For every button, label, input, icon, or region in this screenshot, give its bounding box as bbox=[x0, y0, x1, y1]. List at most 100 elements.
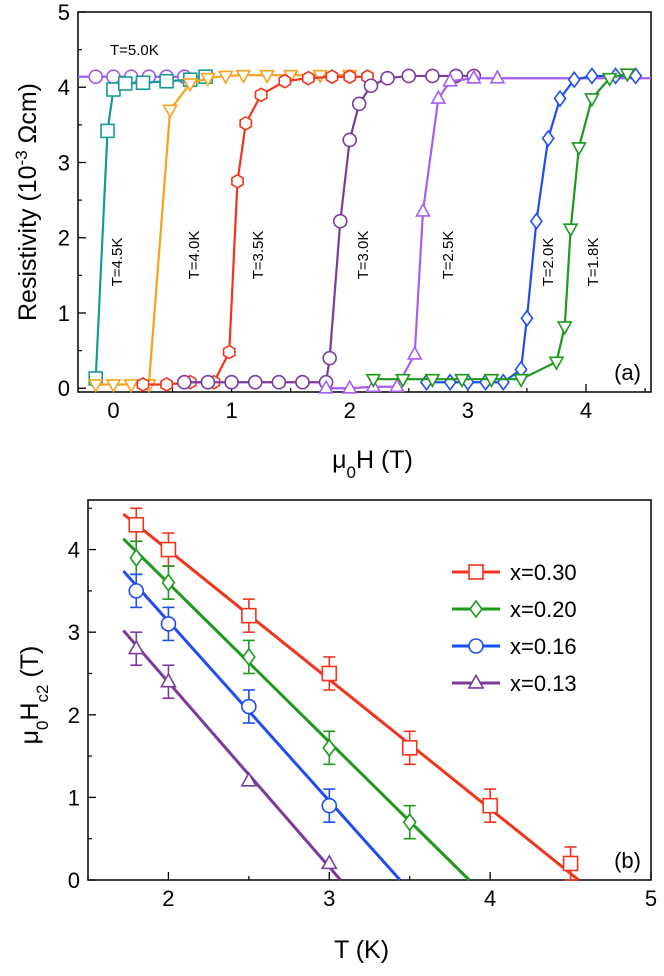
x-tick-label: 5 bbox=[645, 886, 657, 911]
series-line bbox=[184, 74, 474, 384]
series-T=1.8K bbox=[365, 68, 636, 389]
data-point bbox=[401, 740, 418, 756]
data-point bbox=[553, 89, 567, 108]
data-point bbox=[239, 115, 253, 131]
data-point bbox=[389, 377, 405, 393]
series-T=4.5K bbox=[88, 69, 213, 386]
y-axis-label-sub2: c2 bbox=[33, 684, 52, 702]
data-point bbox=[160, 616, 177, 632]
data-point bbox=[128, 583, 145, 599]
data-point bbox=[217, 70, 234, 85]
series-line bbox=[95, 74, 350, 386]
series-line bbox=[426, 74, 636, 384]
y-tick-label: 0 bbox=[68, 868, 80, 893]
x-axis-label-rest: H (T) bbox=[356, 446, 413, 474]
data-point bbox=[601, 72, 618, 88]
curve-label: T=5.0K bbox=[110, 42, 159, 59]
data-point bbox=[222, 344, 236, 360]
x-tick-label: 3 bbox=[323, 886, 335, 911]
y-axis-label-main: μ bbox=[16, 730, 44, 744]
data-point bbox=[135, 75, 151, 91]
data-point bbox=[406, 345, 423, 360]
data-point bbox=[567, 70, 581, 89]
data-point bbox=[425, 68, 440, 84]
data-point bbox=[380, 70, 395, 86]
data-point bbox=[619, 68, 636, 83]
data-point bbox=[465, 69, 482, 84]
data-point bbox=[483, 373, 500, 389]
y-axis-label-rest: (T) bbox=[16, 646, 44, 685]
curve-label: T=1.8K bbox=[585, 238, 602, 287]
series-x=0.13 bbox=[122, 629, 342, 881]
x-tick-label: 3 bbox=[462, 398, 474, 423]
x-tick-label: 1 bbox=[225, 398, 237, 423]
data-point bbox=[401, 68, 417, 84]
data-point bbox=[162, 104, 179, 119]
y-axis-label-post: Ωcm) bbox=[14, 83, 42, 150]
data-point bbox=[363, 78, 379, 94]
y-tick-label: 3 bbox=[68, 620, 80, 645]
x-tick-label: 2 bbox=[344, 398, 356, 423]
x-axis-label-sub: 0 bbox=[347, 463, 356, 482]
fit-line bbox=[122, 512, 580, 882]
data-point bbox=[322, 738, 337, 758]
data-point bbox=[341, 379, 358, 394]
data-point bbox=[295, 374, 310, 390]
legend-swatch-marker bbox=[467, 673, 485, 689]
data-point bbox=[160, 541, 177, 558]
y-tick-label: 1 bbox=[68, 785, 80, 810]
data-point bbox=[454, 373, 470, 389]
data-point bbox=[182, 78, 199, 93]
data-point bbox=[402, 812, 417, 832]
legend-label: x=0.20 bbox=[510, 597, 577, 622]
curve-label: T=4.0K bbox=[186, 231, 203, 280]
y-axis-label-sup: -3 bbox=[12, 150, 31, 165]
data-point bbox=[424, 373, 441, 389]
fit-line bbox=[122, 629, 342, 881]
data-point bbox=[332, 213, 348, 229]
y-axis-label: Resistivity (10-3 Ωcm) bbox=[12, 83, 43, 321]
x-axis-label: T (K) bbox=[334, 936, 389, 964]
data-point bbox=[482, 797, 498, 814]
data-point bbox=[325, 69, 339, 85]
plot-frame bbox=[87, 499, 652, 881]
data-point bbox=[136, 377, 150, 392]
y-axis-label-pre: Resistivity (10 bbox=[14, 165, 42, 321]
data-point bbox=[117, 76, 133, 91]
y-tick-label: 3 bbox=[58, 150, 70, 175]
data-point bbox=[443, 373, 457, 392]
x-tick-label: 4 bbox=[484, 886, 496, 911]
data-point bbox=[395, 373, 411, 389]
data-point bbox=[241, 607, 257, 624]
curve-label: T=3.0K bbox=[355, 231, 372, 280]
data-point bbox=[87, 379, 104, 394]
data-point bbox=[562, 223, 579, 238]
data-point bbox=[496, 373, 510, 392]
data-point bbox=[100, 123, 115, 139]
data-point bbox=[321, 665, 338, 682]
legend-label: x=0.30 bbox=[510, 560, 577, 585]
x-tick-label: 4 bbox=[580, 398, 592, 423]
data-point bbox=[271, 374, 287, 390]
legend-label: x=0.13 bbox=[510, 671, 577, 696]
series-x=0.16 bbox=[122, 570, 402, 882]
legend-label: x=0.16 bbox=[510, 634, 577, 659]
data-point bbox=[489, 69, 506, 84]
series-T=2.0K bbox=[420, 67, 643, 392]
data-point bbox=[160, 672, 177, 688]
data-point bbox=[430, 89, 447, 104]
series-line bbox=[373, 72, 628, 381]
series-T=3.5K bbox=[136, 69, 374, 392]
data-point bbox=[224, 374, 239, 390]
plot-frame bbox=[77, 11, 652, 393]
y-axis-label: μ0Hc2 (T) bbox=[16, 646, 52, 745]
data-point bbox=[320, 854, 338, 870]
y-axis-label-mid: H bbox=[16, 702, 44, 720]
data-point bbox=[241, 647, 256, 667]
data-point bbox=[529, 212, 543, 231]
x-tick-label: 2 bbox=[162, 886, 174, 911]
data-point bbox=[278, 73, 292, 89]
data-point bbox=[105, 379, 122, 394]
